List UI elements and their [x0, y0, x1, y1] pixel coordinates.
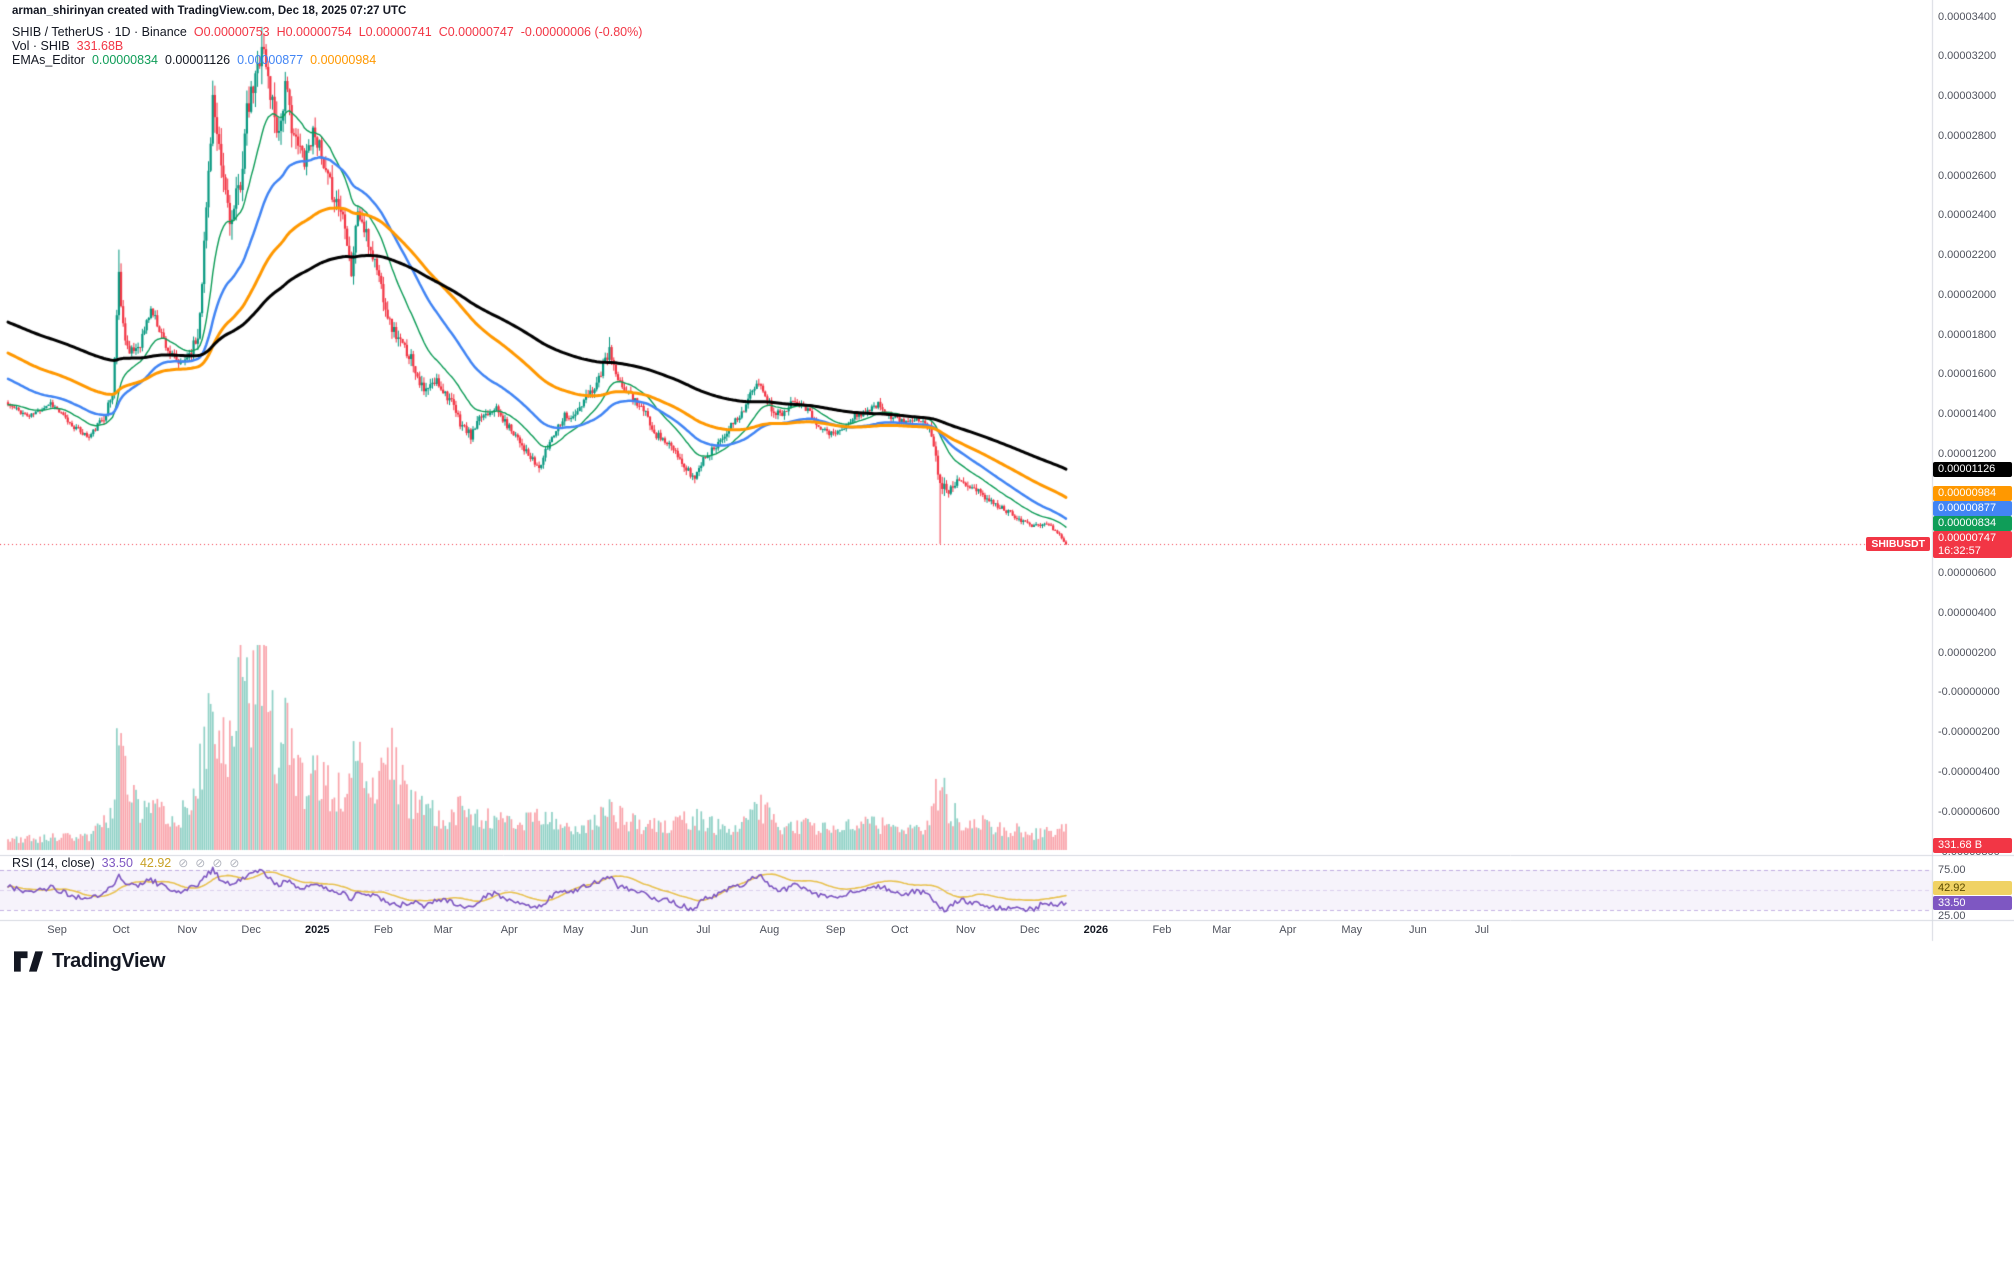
time-axis-tick: Dec [241, 924, 261, 936]
rsi-axis-label: 33.50 [1933, 896, 2012, 911]
volume-value: 331.68B [76, 39, 124, 53]
ema-price-label: 0.00000984 [1933, 485, 2012, 501]
open-value: O0.00000753 [193, 25, 270, 39]
volume-axis-label: 331.68 B [1933, 838, 2012, 853]
rsi-delete-icon[interactable]: ⊘ [212, 856, 223, 870]
price-axis-tick: 0.00002200 [1938, 249, 1997, 262]
emas-legend-row: EMAs_Editor 0.00000834 0.00001126 0.0000… [12, 53, 376, 67]
time-axis-tick: Sep [47, 924, 67, 936]
ema100-value: 0.00000984 [310, 53, 377, 67]
time-axis-tick: Jun [1409, 924, 1427, 936]
price-axis-tick: 0.00001600 [1938, 368, 1997, 381]
price-axis-tick: -0.00000400 [1938, 765, 2000, 778]
time-axis-tick: Apr [1279, 924, 1297, 936]
time-axis-tick: Jun [630, 924, 649, 936]
time-axis-tick: Oct [891, 924, 909, 936]
symbol-title[interactable]: SHIB / TetherUS · 1D · Binance [12, 25, 187, 39]
time-axis-tick: Mar [433, 924, 453, 936]
symbol-legend-row: SHIB / TetherUS · 1D · Binance O0.000007… [12, 25, 642, 39]
ema-price-label: 0.00001126 [1933, 461, 2012, 477]
rsi-label[interactable]: RSI (14, close) [12, 856, 95, 870]
time-axis-tick: Jul [696, 924, 711, 936]
last-price-label: 0.00000747 16:32:57 [1933, 530, 2012, 558]
time-axis-tick: Sep [825, 924, 846, 936]
time-axis-tick: Feb [1152, 924, 1172, 936]
ema21-value: 0.00000834 [91, 53, 158, 67]
time-axis-tick: May [562, 924, 584, 936]
price-axis-tick: -0.00000600 [1938, 805, 2000, 818]
price-axis-tick: -0.00000200 [1938, 726, 2000, 739]
time-axis-tick: 2026 [1083, 924, 1109, 936]
rsi-eye-icon[interactable]: ⊘ [178, 856, 189, 870]
rsi-value: 33.50 [101, 856, 133, 870]
time-axis-tick: Feb [373, 924, 393, 936]
low-value: L0.00000741 [358, 25, 432, 39]
rsi-ma-value: 42.92 [139, 856, 172, 870]
price-axis-tick: 0.00001200 [1938, 447, 1997, 460]
price-axis-tick: 0.00003200 [1938, 50, 1997, 63]
price-axis-tick: 0.00001800 [1938, 328, 1997, 341]
change-value: -0.00000006 (-0.80%) [520, 25, 643, 39]
time-axis-tick: May [1341, 924, 1363, 936]
tradingview-brand-text: TradingView [52, 950, 166, 972]
close-value: C0.00000747 [438, 25, 514, 39]
price-axis-tick: 0.00000400 [1938, 606, 1997, 619]
time-axis-tick: Oct [112, 924, 130, 936]
price-axis-tick: 0.00003000 [1938, 90, 1997, 103]
ema-price-label: 0.00000877 [1933, 500, 2012, 516]
time-axis-tick: Aug [759, 924, 780, 936]
time-axis-tick: Dec [1019, 924, 1040, 936]
volume-label[interactable]: Vol · SHIB [12, 39, 70, 53]
high-value: H0.00000754 [276, 25, 352, 39]
ema200-value: 0.00001126 [165, 53, 231, 67]
symbol-price-tag: SHIBUSDT [1866, 537, 1930, 552]
price-axis-tick: 0.00000200 [1938, 646, 1997, 659]
bar-countdown: 16:32:57 [1938, 544, 1981, 557]
price-axis-tick: 0.00002400 [1938, 209, 1997, 222]
last-price-value: 0.00000747 [1938, 531, 1997, 544]
rsi-legend-row: RSI (14, close) 33.50 42.92 ⊘ ⊘ ⊘ ⊘ [12, 856, 239, 870]
time-axis-tick: Jul [1474, 924, 1489, 936]
price-axis-tick: 0.00002600 [1938, 169, 1997, 182]
price-axis-tick: -0.00000000 [1938, 686, 2000, 699]
price-axis-tick: 0.00000600 [1938, 567, 1997, 580]
ema50-value: 0.00000877 [237, 53, 304, 67]
price-axis-tick: 0.00003400 [1938, 10, 1997, 23]
time-axis-tick: 2025 [305, 924, 330, 936]
rsi-axis-tick: 25.00 [1938, 910, 1966, 922]
rsi-axis-tick: 75.00 [1938, 864, 1966, 876]
time-axis-tick: Nov [177, 924, 197, 936]
price-axis-tick: 0.00002000 [1938, 288, 1997, 301]
rsi-settings-icon[interactable]: ⊘ [195, 856, 206, 870]
time-axis-tick: Mar [1212, 924, 1232, 936]
rsi-more-icon[interactable]: ⊘ [229, 856, 240, 870]
tradingview-logo-icon [14, 951, 43, 972]
ema-price-label: 0.00000834 [1933, 515, 2012, 531]
time-axis-tick: Apr [500, 924, 518, 936]
price-axis-tick: 0.00002800 [1938, 129, 1997, 142]
time-axis-tick: Nov [955, 924, 976, 936]
attribution-text: arman_shirinyan created with TradingView… [12, 5, 407, 17]
price-axis-tick: 0.00001400 [1938, 408, 1997, 421]
emas-label[interactable]: EMAs_Editor [12, 53, 85, 67]
rsi-ma-axis-label: 42.92 [1933, 881, 2012, 896]
tradingview-attribution-link[interactable]: TradingView [14, 950, 165, 973]
volume-legend-row: Vol · SHIB 331.68B [12, 39, 123, 53]
